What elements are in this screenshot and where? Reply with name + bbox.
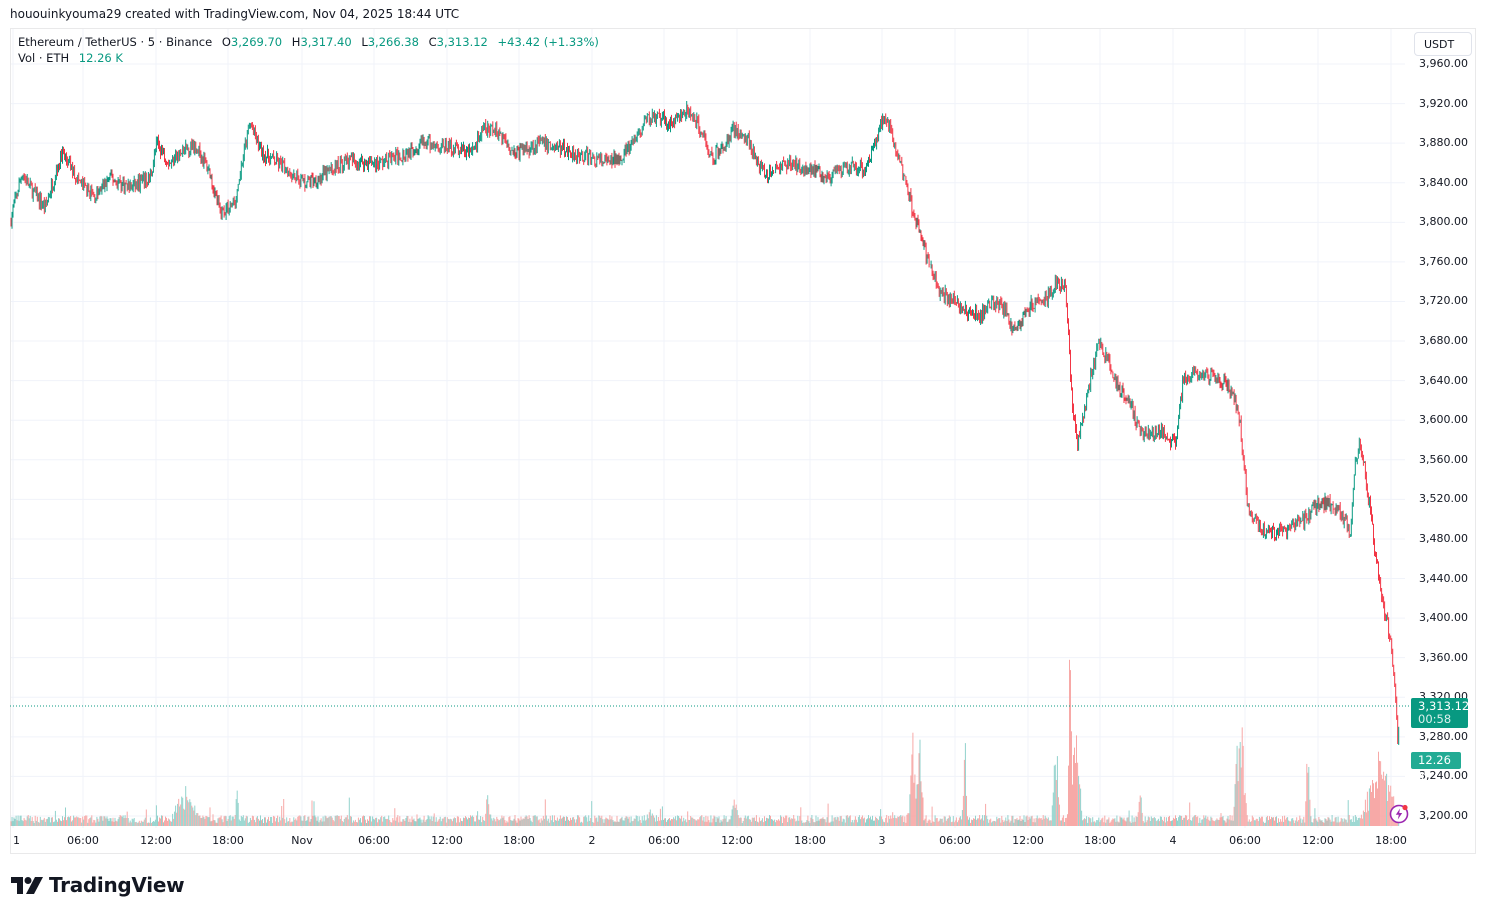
time-tick-label: 18:00 bbox=[503, 834, 535, 847]
symbol-title[interactable]: Ethereum / TetherUS · 5 · Binance bbox=[18, 35, 213, 49]
time-tick-label: 06:00 bbox=[67, 834, 99, 847]
open-value: 3,269.70 bbox=[230, 35, 283, 49]
time-tick-label: 18:00 bbox=[1375, 834, 1407, 847]
time-tick-label: 06:00 bbox=[358, 834, 390, 847]
price-tick-label: 3,200.00 bbox=[1419, 809, 1468, 822]
ohlc-row: Ethereum / TetherUS · 5 · Binance O3,269… bbox=[18, 34, 599, 50]
open-label: O bbox=[221, 35, 231, 49]
time-tick-label: 3 bbox=[878, 834, 886, 847]
volume-label[interactable]: Vol · ETH bbox=[18, 51, 70, 65]
low-value: 3,266.38 bbox=[367, 35, 419, 49]
time-tick-label: 18:00 bbox=[212, 834, 244, 847]
tradingview-logo-icon bbox=[11, 876, 43, 894]
last-price-tag: 3,313.12 00:58 bbox=[1411, 698, 1470, 728]
volume-bars bbox=[10, 659, 1400, 826]
lightning-icon[interactable] bbox=[1389, 804, 1409, 824]
last-price-value: 3,313.12 bbox=[1418, 699, 1470, 713]
price-tick-label: 3,760.00 bbox=[1419, 254, 1468, 268]
price-tick-label: 3,640.00 bbox=[1419, 373, 1468, 387]
volume-row: Vol · ETH 12.26 K bbox=[18, 50, 599, 66]
close-label: C bbox=[428, 35, 437, 49]
price-tick-label: 3,600.00 bbox=[1419, 413, 1468, 427]
price-tick-label: 3,840.00 bbox=[1419, 175, 1468, 189]
price-tick-label: 3,480.00 bbox=[1419, 531, 1468, 545]
price-tick-label: 3,960.00 bbox=[1419, 57, 1468, 70]
time-tick-label: 4 bbox=[1169, 834, 1177, 847]
time-tick-label: 12:00 bbox=[140, 834, 172, 847]
price-tick-label: 3,720.00 bbox=[1419, 294, 1468, 308]
price-tick-label: 3,280.00 bbox=[1419, 729, 1468, 743]
price-tick-label: 3,920.00 bbox=[1419, 96, 1468, 110]
price-tick-label: 3,520.00 bbox=[1419, 492, 1468, 506]
grid-lines bbox=[11, 29, 1405, 828]
time-tick-label: 06:00 bbox=[648, 834, 680, 847]
time-tick-label: 18:00 bbox=[1084, 834, 1116, 847]
price-tick-label: 3,240.00 bbox=[1419, 769, 1468, 783]
time-tick-label: 2 bbox=[588, 834, 596, 847]
price-tick-label: 3,400.00 bbox=[1419, 611, 1468, 625]
time-tick-label: 12:00 bbox=[721, 834, 753, 847]
bar-countdown: 00:58 bbox=[1418, 712, 1452, 726]
time-tick-label: Nov bbox=[291, 834, 313, 847]
time-tick-label: 12:00 bbox=[1302, 834, 1334, 847]
chart-legend: Ethereum / TetherUS · 5 · Binance O3,269… bbox=[18, 34, 599, 66]
price-candles bbox=[10, 101, 1400, 745]
time-tick-label: 12:00 bbox=[1012, 834, 1044, 847]
change-value: +43.42 (+1.33%) bbox=[497, 35, 599, 49]
time-tick-label: 18:00 bbox=[794, 834, 826, 847]
price-tick-label: 3,560.00 bbox=[1419, 452, 1468, 466]
volume-tag: 12.26 K bbox=[1411, 752, 1461, 784]
price-tick-label: 3,360.00 bbox=[1419, 650, 1468, 664]
high-label: H bbox=[291, 35, 301, 49]
brand-name: TradingView bbox=[49, 873, 185, 897]
time-tick-label: 06:00 bbox=[1229, 834, 1261, 847]
volume-value: 12.26 K bbox=[78, 51, 123, 65]
low-label: L bbox=[361, 35, 368, 49]
time-tick-label: 1 bbox=[13, 834, 20, 847]
tradingview-logo[interactable]: TradingView bbox=[11, 873, 185, 897]
time-tick-label: 06:00 bbox=[939, 834, 971, 847]
currency-unit-button[interactable]: USDT bbox=[1414, 32, 1472, 56]
close-value: 3,313.12 bbox=[436, 35, 488, 49]
high-value: 3,317.40 bbox=[300, 35, 352, 49]
time-tick-label: 12:00 bbox=[431, 834, 463, 847]
chart-credit: hououinkyouma29 created with TradingView… bbox=[10, 7, 460, 21]
price-tick-label: 3,440.00 bbox=[1419, 571, 1468, 585]
price-tick-label: 3,800.00 bbox=[1419, 215, 1468, 229]
price-tick-label: 3,880.00 bbox=[1419, 136, 1468, 150]
chart-frame bbox=[10, 28, 1476, 854]
price-tick-label: 3,680.00 bbox=[1419, 334, 1468, 348]
